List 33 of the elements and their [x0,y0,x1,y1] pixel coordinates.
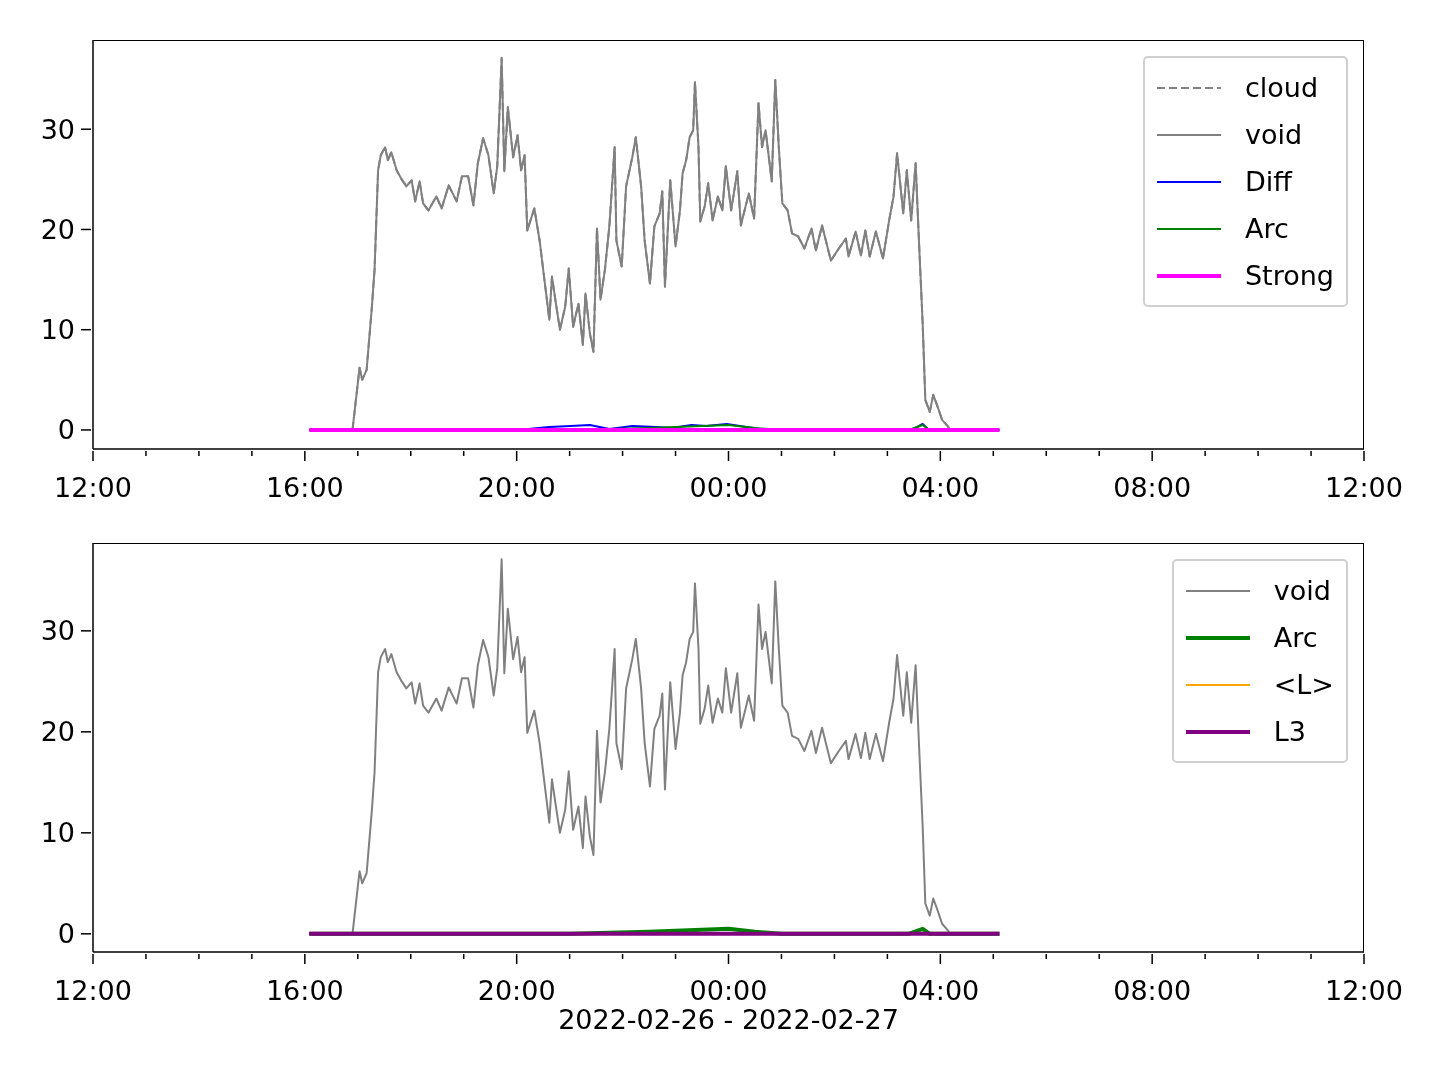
x-tick-label: 04:00 [901,471,980,503]
x-axis-title: 2022-02-26 - 2022-02-27 [557,1004,900,1035]
x-tick-label: 12:00 [54,974,132,1006]
y-tick-label: 30 [40,113,75,145]
x-tick-label: 00:00 [689,471,768,503]
x-tick-label: 12:00 [1325,974,1403,1006]
legend-label: Arc [1273,622,1318,653]
legend-label: Arc [1244,213,1289,244]
y-tick-label: 30 [40,615,75,647]
x-tick-label: 08:00 [1113,471,1192,503]
legend-label: L3 [1273,716,1306,747]
x-tick-label: 04:00 [901,974,980,1006]
legend-label: Diff [1244,166,1292,197]
legend-label: <L> [1273,669,1334,700]
x-tick-label: 20:00 [477,471,556,503]
x-tick-label: 12:00 [1325,471,1403,503]
y-tick-label: 20 [40,213,75,245]
x-tick-label: 12:00 [54,471,132,503]
x-tick-label: 00:00 [689,974,768,1006]
x-tick-label: 20:00 [477,974,556,1006]
y-tick-label: 0 [57,918,75,950]
x-tick-label: 16:00 [265,974,344,1006]
line-series [351,558,951,935]
x-tick-label: 16:00 [265,471,344,503]
y-tick-label: 10 [40,314,75,346]
legend-label: void [1273,575,1331,606]
legend-label: cloud [1244,72,1319,103]
y-tick-label: 20 [40,716,75,748]
y-tick-label: 10 [40,817,75,849]
y-tick-label: 0 [57,414,75,446]
x-tick-label: 08:00 [1113,974,1192,1006]
legend-label: Strong [1244,260,1334,291]
legend-label: void [1244,119,1303,150]
